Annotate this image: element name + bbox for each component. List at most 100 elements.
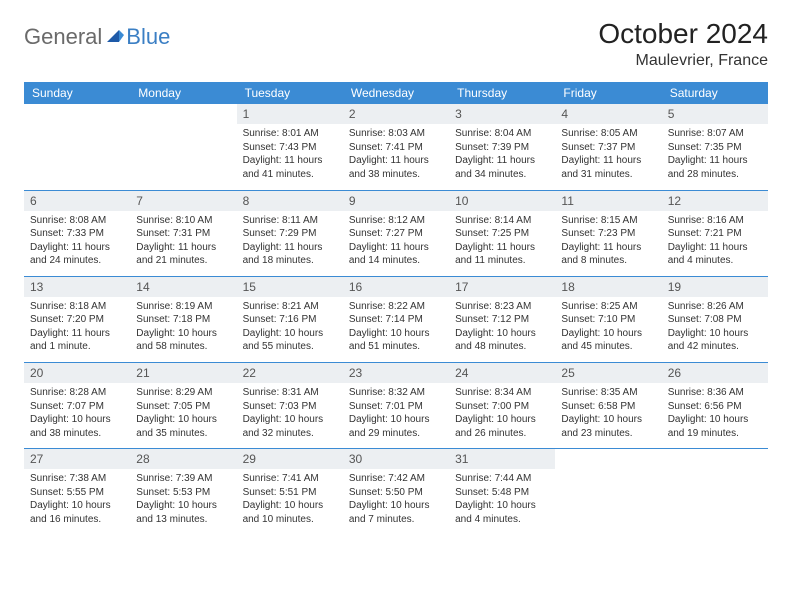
calendar-day-cell: 10Sunrise: 8:14 AMSunset: 7:25 PMDayligh… bbox=[449, 190, 555, 276]
calendar-day-cell: 28Sunrise: 7:39 AMSunset: 5:53 PMDayligh… bbox=[130, 449, 236, 535]
day-number: 5 bbox=[662, 104, 768, 124]
sunset-text: Sunset: 7:35 PM bbox=[668, 141, 762, 155]
calendar-day-cell: 2Sunrise: 8:03 AMSunset: 7:41 PMDaylight… bbox=[343, 104, 449, 190]
calendar-day-cell bbox=[555, 449, 661, 535]
day-number: 7 bbox=[130, 191, 236, 211]
day-number: 9 bbox=[343, 191, 449, 211]
calendar-day-cell: 9Sunrise: 8:12 AMSunset: 7:27 PMDaylight… bbox=[343, 190, 449, 276]
sunrise-text: Sunrise: 8:34 AM bbox=[455, 386, 549, 400]
calendar-day-cell: 15Sunrise: 8:21 AMSunset: 7:16 PMDayligh… bbox=[237, 276, 343, 362]
daylight-text: Daylight: 10 hours and 35 minutes. bbox=[136, 413, 230, 440]
daylight-text: Daylight: 11 hours and 4 minutes. bbox=[668, 241, 762, 268]
daylight-text: Daylight: 11 hours and 14 minutes. bbox=[349, 241, 443, 268]
day-number: 11 bbox=[555, 191, 661, 211]
calendar-day-cell: 22Sunrise: 8:31 AMSunset: 7:03 PMDayligh… bbox=[237, 362, 343, 448]
sunset-text: Sunset: 7:00 PM bbox=[455, 400, 549, 414]
page-title: October 2024 bbox=[598, 18, 768, 50]
sunset-text: Sunset: 6:56 PM bbox=[668, 400, 762, 414]
daylight-text: Daylight: 10 hours and 42 minutes. bbox=[668, 327, 762, 354]
sunset-text: Sunset: 7:10 PM bbox=[561, 313, 655, 327]
day-header: Thursday bbox=[449, 82, 555, 104]
day-number: 20 bbox=[24, 363, 130, 383]
daylight-text: Daylight: 10 hours and 7 minutes. bbox=[349, 499, 443, 526]
daylight-text: Daylight: 10 hours and 32 minutes. bbox=[243, 413, 337, 440]
day-number: 28 bbox=[130, 449, 236, 469]
sunrise-text: Sunrise: 8:05 AM bbox=[561, 127, 655, 141]
calendar-week-row: 1Sunrise: 8:01 AMSunset: 7:43 PMDaylight… bbox=[24, 104, 768, 190]
sunset-text: Sunset: 7:14 PM bbox=[349, 313, 443, 327]
sunrise-text: Sunrise: 7:44 AM bbox=[455, 472, 549, 486]
daylight-text: Daylight: 11 hours and 41 minutes. bbox=[243, 154, 337, 181]
sunset-text: Sunset: 7:25 PM bbox=[455, 227, 549, 241]
daylight-text: Daylight: 11 hours and 24 minutes. bbox=[30, 241, 124, 268]
sunset-text: Sunset: 7:21 PM bbox=[668, 227, 762, 241]
calendar-body: 1Sunrise: 8:01 AMSunset: 7:43 PMDaylight… bbox=[24, 104, 768, 535]
calendar-header-row: SundayMondayTuesdayWednesdayThursdayFrid… bbox=[24, 82, 768, 104]
calendar-day-cell: 31Sunrise: 7:44 AMSunset: 5:48 PMDayligh… bbox=[449, 449, 555, 535]
day-number: 17 bbox=[449, 277, 555, 297]
sunset-text: Sunset: 7:43 PM bbox=[243, 141, 337, 155]
sunset-text: Sunset: 6:58 PM bbox=[561, 400, 655, 414]
sunset-text: Sunset: 7:16 PM bbox=[243, 313, 337, 327]
sunrise-text: Sunrise: 7:39 AM bbox=[136, 472, 230, 486]
daylight-text: Daylight: 10 hours and 58 minutes. bbox=[136, 327, 230, 354]
day-number: 31 bbox=[449, 449, 555, 469]
calendar-day-cell: 27Sunrise: 7:38 AMSunset: 5:55 PMDayligh… bbox=[24, 449, 130, 535]
day-number: 4 bbox=[555, 104, 661, 124]
calendar-day-cell: 24Sunrise: 8:34 AMSunset: 7:00 PMDayligh… bbox=[449, 362, 555, 448]
calendar-day-cell: 23Sunrise: 8:32 AMSunset: 7:01 PMDayligh… bbox=[343, 362, 449, 448]
sunrise-text: Sunrise: 7:38 AM bbox=[30, 472, 124, 486]
sunset-text: Sunset: 7:31 PM bbox=[136, 227, 230, 241]
day-number: 2 bbox=[343, 104, 449, 124]
daylight-text: Daylight: 11 hours and 21 minutes. bbox=[136, 241, 230, 268]
sunrise-text: Sunrise: 8:31 AM bbox=[243, 386, 337, 400]
sunset-text: Sunset: 5:48 PM bbox=[455, 486, 549, 500]
calendar-day-cell: 11Sunrise: 8:15 AMSunset: 7:23 PMDayligh… bbox=[555, 190, 661, 276]
sunrise-text: Sunrise: 8:23 AM bbox=[455, 300, 549, 314]
day-number: 1 bbox=[237, 104, 343, 124]
daylight-text: Daylight: 10 hours and 10 minutes. bbox=[243, 499, 337, 526]
sunrise-text: Sunrise: 8:18 AM bbox=[30, 300, 124, 314]
daylight-text: Daylight: 11 hours and 31 minutes. bbox=[561, 154, 655, 181]
sunrise-text: Sunrise: 8:25 AM bbox=[561, 300, 655, 314]
daylight-text: Daylight: 10 hours and 51 minutes. bbox=[349, 327, 443, 354]
header: General Blue October 2024 Maulevrier, Fr… bbox=[24, 18, 768, 70]
calendar-page: General Blue October 2024 Maulevrier, Fr… bbox=[0, 0, 792, 553]
day-number: 12 bbox=[662, 191, 768, 211]
sunset-text: Sunset: 7:01 PM bbox=[349, 400, 443, 414]
sunrise-text: Sunrise: 8:35 AM bbox=[561, 386, 655, 400]
day-header: Friday bbox=[555, 82, 661, 104]
sunrise-text: Sunrise: 8:08 AM bbox=[30, 214, 124, 228]
calendar-day-cell: 8Sunrise: 8:11 AMSunset: 7:29 PMDaylight… bbox=[237, 190, 343, 276]
daylight-text: Daylight: 10 hours and 48 minutes. bbox=[455, 327, 549, 354]
day-number: 6 bbox=[24, 191, 130, 211]
logo: General Blue bbox=[24, 18, 170, 50]
daylight-text: Daylight: 11 hours and 18 minutes. bbox=[243, 241, 337, 268]
sunset-text: Sunset: 7:12 PM bbox=[455, 313, 549, 327]
daylight-text: Daylight: 11 hours and 38 minutes. bbox=[349, 154, 443, 181]
daylight-text: Daylight: 10 hours and 16 minutes. bbox=[30, 499, 124, 526]
day-header: Tuesday bbox=[237, 82, 343, 104]
daylight-text: Daylight: 10 hours and 38 minutes. bbox=[30, 413, 124, 440]
daylight-text: Daylight: 11 hours and 1 minute. bbox=[30, 327, 124, 354]
sunset-text: Sunset: 7:23 PM bbox=[561, 227, 655, 241]
calendar-day-cell: 14Sunrise: 8:19 AMSunset: 7:18 PMDayligh… bbox=[130, 276, 236, 362]
calendar-day-cell bbox=[130, 104, 236, 190]
day-number: 24 bbox=[449, 363, 555, 383]
daylight-text: Daylight: 11 hours and 28 minutes. bbox=[668, 154, 762, 181]
calendar-day-cell: 3Sunrise: 8:04 AMSunset: 7:39 PMDaylight… bbox=[449, 104, 555, 190]
sunset-text: Sunset: 5:53 PM bbox=[136, 486, 230, 500]
sunrise-text: Sunrise: 8:12 AM bbox=[349, 214, 443, 228]
sunset-text: Sunset: 7:29 PM bbox=[243, 227, 337, 241]
daylight-text: Daylight: 10 hours and 19 minutes. bbox=[668, 413, 762, 440]
sunrise-text: Sunrise: 8:11 AM bbox=[243, 214, 337, 228]
daylight-text: Daylight: 10 hours and 29 minutes. bbox=[349, 413, 443, 440]
day-number: 10 bbox=[449, 191, 555, 211]
sunset-text: Sunset: 7:41 PM bbox=[349, 141, 443, 155]
daylight-text: Daylight: 10 hours and 55 minutes. bbox=[243, 327, 337, 354]
sunset-text: Sunset: 7:08 PM bbox=[668, 313, 762, 327]
sunrise-text: Sunrise: 8:36 AM bbox=[668, 386, 762, 400]
sunrise-text: Sunrise: 8:22 AM bbox=[349, 300, 443, 314]
daylight-text: Daylight: 10 hours and 23 minutes. bbox=[561, 413, 655, 440]
day-header: Wednesday bbox=[343, 82, 449, 104]
